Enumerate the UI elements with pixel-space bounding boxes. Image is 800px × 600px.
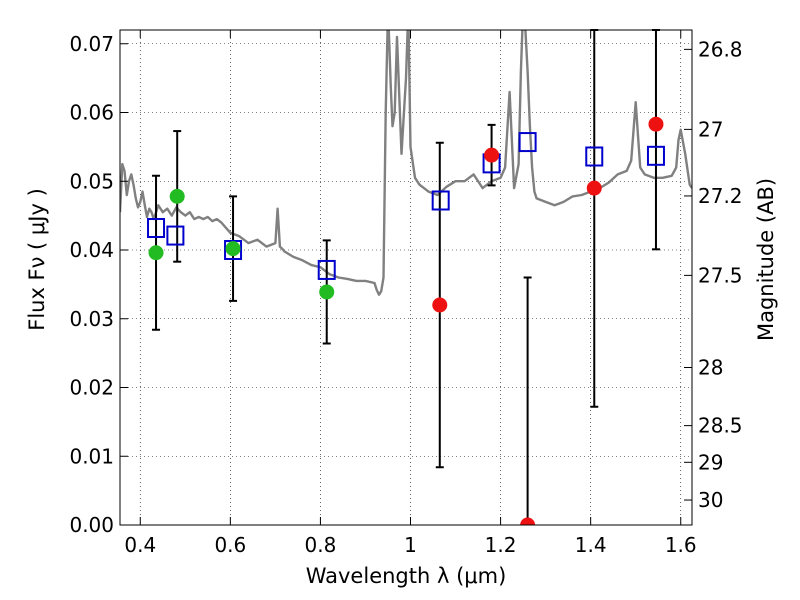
x-tick-label: 0.8 [305, 533, 337, 557]
y-tick-label: 0.00 [69, 513, 114, 537]
data-markers [147, 116, 665, 525]
model-spectrum [120, 30, 692, 296]
tick-labels: 0.4 0.6 0.8 1 1.2 1.4 1.6 0.00 0.01 0.02 0.03 0.04 0… [69, 32, 742, 557]
model-band-square [585, 146, 604, 167]
nir-data-point [586, 180, 602, 196]
nir-data-point [484, 147, 500, 163]
optical-data-point [169, 188, 185, 204]
nir-data-point [432, 297, 448, 313]
grid-lines [120, 30, 692, 526]
x-tick-label: 0.4 [124, 533, 156, 557]
y-axis-label: Flux Fν ( μJy ) [25, 188, 49, 331]
nir-data-point [648, 116, 664, 132]
y-tick-label: 0.05 [69, 169, 114, 193]
model-band-square [224, 240, 243, 260]
model-band-square [147, 218, 166, 238]
mag-tick-label: 30 [698, 488, 723, 512]
plot-frame [119, 29, 693, 526]
model-band-square [431, 190, 450, 211]
nir-data-point [520, 517, 536, 525]
model-band-square [646, 145, 665, 166]
optical-data-point [225, 241, 241, 257]
x-tick-label: 1 [404, 533, 417, 557]
model-band-square [317, 259, 336, 280]
optical-data-point [148, 245, 164, 261]
model-band-square [518, 132, 537, 153]
x-tick-label: 0.6 [214, 533, 246, 557]
y-tick-label: 0.02 [69, 376, 114, 400]
mag-tick-label: 27 [698, 117, 723, 141]
mag-tick-label: 27.2 [698, 184, 743, 208]
error-bars [152, 29, 660, 525]
mag-tick-label: 28.5 [698, 414, 743, 438]
mag-tick-label: 28 [698, 356, 723, 380]
y-tick-label: 0.06 [69, 101, 114, 125]
mag-tick-label: 26.8 [698, 37, 743, 61]
y-tick-label: 0.07 [69, 32, 114, 56]
x-tick-label: 1.6 [665, 533, 697, 557]
y-tick-label: 0.01 [69, 444, 114, 468]
right-axis-label: Magnitude (AB) [754, 178, 778, 341]
y-tick-label: 0.04 [69, 238, 114, 262]
y-tick-label: 0.03 [69, 307, 114, 331]
model-spectrum-line [120, 30, 692, 296]
model-band-square [166, 225, 185, 246]
mag-tick-label: 29 [698, 450, 723, 474]
axis-ticks [120, 30, 692, 526]
mag-tick-label: 27.5 [698, 263, 743, 287]
x-tick-label: 1.4 [575, 533, 607, 557]
x-axis-label: Wavelength λ (μm) [306, 564, 507, 588]
optical-data-point [319, 284, 335, 300]
x-tick-label: 1.2 [485, 533, 517, 557]
